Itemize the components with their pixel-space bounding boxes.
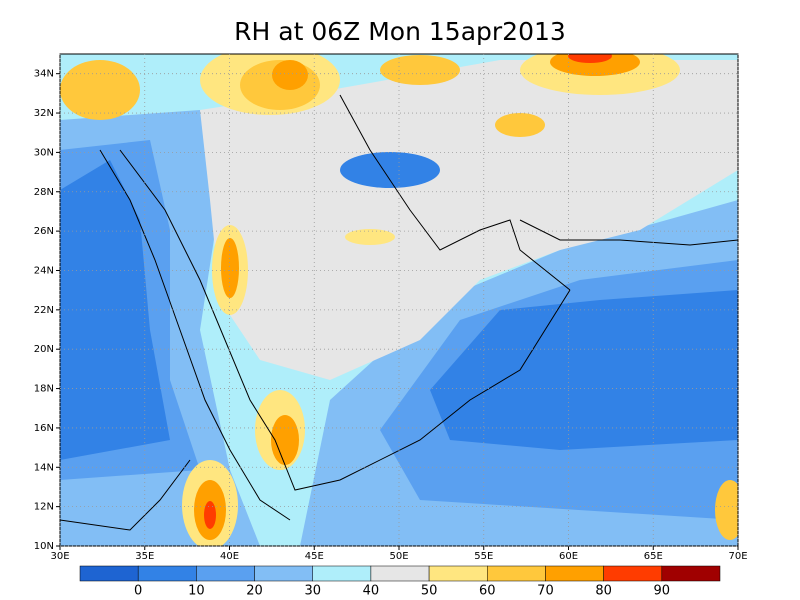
y-tick-label: 32N [34, 108, 54, 119]
y-tick-label: 14N [34, 462, 54, 473]
y-tick-label: 20N [34, 344, 54, 355]
x-tick-label: 50E [389, 551, 408, 562]
colorbar-label: 60 [479, 584, 496, 599]
colorbar-label: 80 [595, 584, 612, 599]
x-tick-label: 70E [728, 551, 747, 562]
colorbar-label: 40 [363, 584, 380, 599]
colorbar-label: 70 [537, 584, 554, 599]
colorbar-box [545, 565, 604, 582]
colorbar-box [603, 565, 663, 582]
y-tick-label: 30N [34, 147, 54, 158]
x-tick-label: 55E [474, 551, 493, 562]
colorbar-box [79, 565, 139, 582]
colorbar-box [370, 565, 430, 582]
rh-field [60, 54, 738, 546]
colorbar-label: 50 [421, 584, 438, 599]
colorbar-box [661, 565, 721, 582]
y-tick-label: 26N [34, 226, 54, 237]
colorbar-box [428, 565, 488, 582]
y-tick-label: 24N [34, 265, 54, 276]
y-tick-label: 10N [34, 541, 54, 552]
colorbar-box [487, 565, 546, 582]
colorbar-box [137, 565, 197, 582]
x-tick-label: 40E [220, 551, 239, 562]
x-tick-label: 60E [559, 551, 578, 562]
y-tick-label: 18N [34, 384, 54, 395]
x-tick-label: 45E [305, 551, 324, 562]
y-tick-label: 22N [34, 305, 54, 316]
colorbar-label: 30 [304, 584, 321, 599]
colorbar-label: 20 [246, 584, 263, 599]
colorbar-label: 10 [188, 584, 205, 599]
colorbar-label: 0 [134, 584, 142, 599]
colorbar-box [196, 565, 255, 582]
colorbar-box [312, 565, 372, 582]
colorbar-label: 90 [654, 584, 671, 599]
y-tick-label: 16N [34, 423, 54, 434]
y-tick-label: 34N [34, 69, 54, 80]
y-tick-label: 28N [34, 187, 54, 198]
map-title: RH at 06Z Mon 15apr2013 [234, 17, 566, 46]
y-tick-label: 12N [34, 502, 54, 513]
x-tick-label: 65E [644, 551, 663, 562]
x-tick-label: 30E [50, 551, 69, 562]
x-tick-label: 35E [135, 551, 154, 562]
colorbar-box [254, 565, 313, 582]
